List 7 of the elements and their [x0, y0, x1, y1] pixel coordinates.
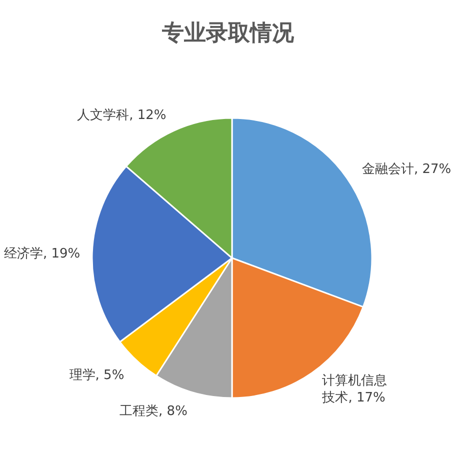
slice-label: 金融会计, 27%: [362, 162, 452, 177]
slice-label: 工程类, 8%: [120, 404, 188, 419]
chart-title: 专业录取情况: [161, 21, 295, 46]
slice-label: 人文学科, 12%: [77, 108, 166, 124]
slice-label: 理学, 5%: [69, 368, 124, 383]
slice-label: 计算机信息技术, 17%: [321, 373, 388, 406]
slice-label: 经济学, 19%: [4, 246, 80, 262]
